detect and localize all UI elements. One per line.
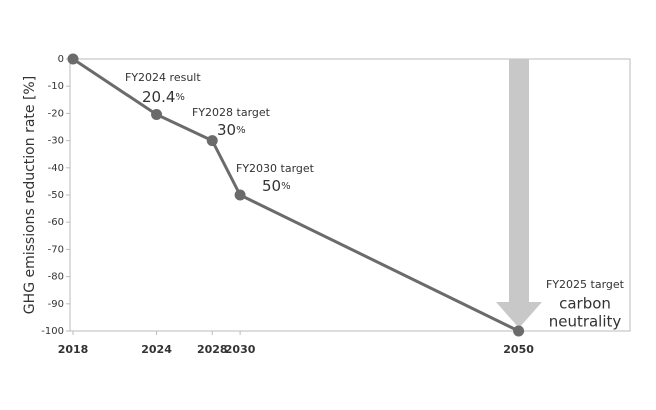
annotation-title: FY2025 target [546,278,625,291]
y-tick-label: -50 [48,190,64,201]
y-tick-label: -60 [48,217,64,228]
y-tick-label: -100 [41,326,64,337]
y-axis-title: GHG emissions reduction rate [%] [22,76,38,314]
annotation-title: FY2030 target [236,162,315,175]
arrow-head [496,302,542,328]
y-tick-label: -10 [48,81,64,92]
arrow [496,59,542,328]
y-tick-label: 0 [58,54,64,65]
x-tick-label: 2018 [58,343,89,356]
data-point [206,135,218,147]
annotation-number: 50 [262,177,281,195]
y-tick-label: -70 [48,244,64,255]
y-tick-label: -40 [48,163,64,174]
annotation-value: 20.4% [142,88,185,106]
data-point [67,53,79,65]
annotation-unit: % [236,125,246,136]
data-point [234,189,246,201]
y-tick-label: -30 [48,136,64,147]
x-tick-label: 2050 [503,343,534,356]
annotation-title: FY2024 result [125,71,201,84]
annotation-unit: % [281,181,291,192]
y-tick-label: -80 [48,272,64,283]
data-point [151,108,163,120]
x-tick-label: 2028 [197,343,228,356]
annotation-number: 20.4 [142,88,175,106]
annotation-value: 30% [217,121,246,139]
y-tick-label: -20 [48,108,64,119]
annotation-unit: % [175,92,185,103]
x-tick-label: 2024 [141,343,172,356]
annotation-text: neutrality [549,313,622,331]
annotation-title: FY2028 target [192,106,271,119]
y-tick-label: -90 [48,299,64,310]
annotation-number: 30 [217,121,236,139]
data-point [513,325,525,337]
annotation-value: 50% [262,177,291,195]
annotation-text: carbon [559,295,611,313]
x-tick-label: 2030 [225,343,256,356]
arrow-shaft [509,59,529,304]
